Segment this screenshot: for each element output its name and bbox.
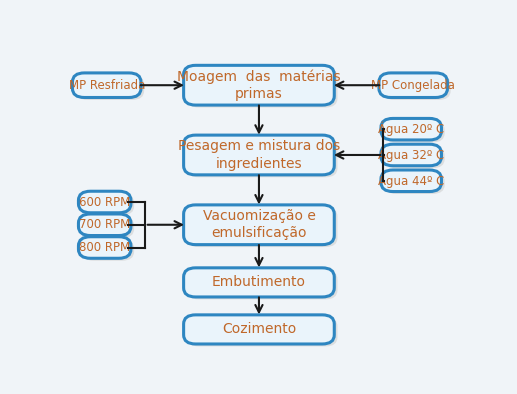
- FancyBboxPatch shape: [82, 216, 134, 238]
- FancyBboxPatch shape: [184, 135, 334, 175]
- Text: Cozimento: Cozimento: [222, 322, 296, 336]
- FancyBboxPatch shape: [187, 68, 338, 108]
- Text: Água 44º C: Água 44º C: [378, 173, 445, 188]
- FancyBboxPatch shape: [184, 268, 334, 297]
- Text: Moagem  das  matérias
primas: Moagem das matérias primas: [177, 69, 341, 101]
- FancyBboxPatch shape: [381, 119, 442, 140]
- FancyBboxPatch shape: [72, 73, 141, 97]
- FancyBboxPatch shape: [381, 170, 442, 191]
- FancyBboxPatch shape: [79, 237, 131, 258]
- FancyBboxPatch shape: [384, 173, 445, 194]
- FancyBboxPatch shape: [384, 147, 445, 168]
- FancyBboxPatch shape: [184, 65, 334, 105]
- Text: MP Resfriada: MP Resfriada: [69, 79, 145, 92]
- Text: Embutimento: Embutimento: [212, 275, 306, 290]
- Text: 700 RPM: 700 RPM: [79, 218, 130, 231]
- FancyBboxPatch shape: [184, 315, 334, 344]
- Text: 600 RPM: 600 RPM: [79, 195, 130, 208]
- Text: Pesagem e mistura dos
ingredientes: Pesagem e mistura dos ingredientes: [178, 139, 340, 171]
- FancyBboxPatch shape: [79, 191, 131, 213]
- FancyBboxPatch shape: [381, 144, 442, 166]
- FancyBboxPatch shape: [384, 121, 445, 142]
- FancyBboxPatch shape: [187, 317, 338, 346]
- FancyBboxPatch shape: [79, 214, 131, 236]
- FancyBboxPatch shape: [184, 205, 334, 245]
- FancyBboxPatch shape: [82, 194, 134, 215]
- Text: Água 32º C: Água 32º C: [378, 148, 444, 162]
- FancyBboxPatch shape: [187, 207, 338, 247]
- FancyBboxPatch shape: [382, 75, 451, 100]
- FancyBboxPatch shape: [379, 73, 448, 97]
- FancyBboxPatch shape: [187, 270, 338, 299]
- FancyBboxPatch shape: [82, 239, 134, 261]
- FancyBboxPatch shape: [187, 138, 338, 177]
- Text: 800 RPM: 800 RPM: [79, 241, 130, 254]
- Text: Água 20º C: Água 20º C: [378, 122, 444, 136]
- Text: Vacuomização e
emulsificação: Vacuomização e emulsificação: [203, 209, 315, 240]
- FancyBboxPatch shape: [75, 75, 144, 100]
- Text: MP Congelada: MP Congelada: [371, 79, 455, 92]
